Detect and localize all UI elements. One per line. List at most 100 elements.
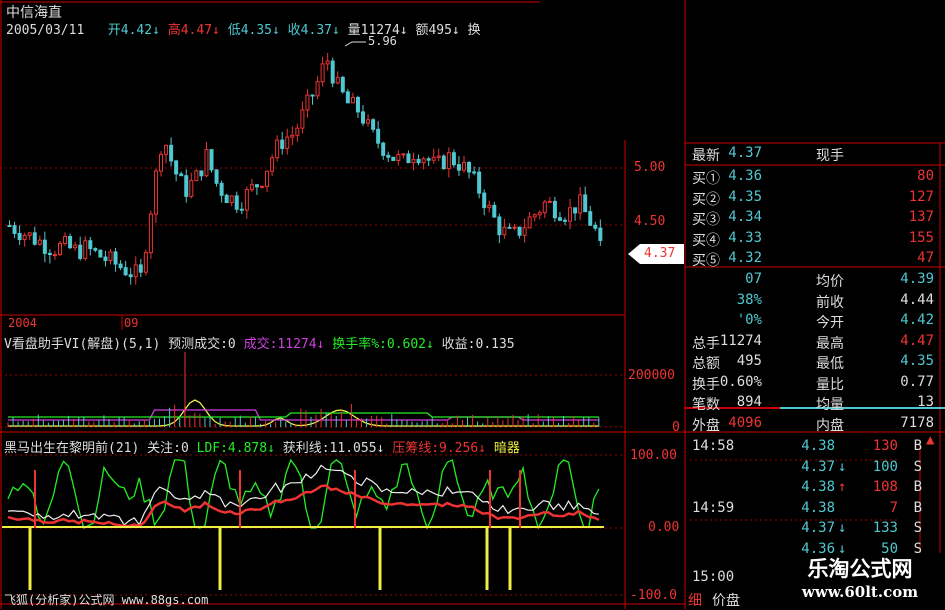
month-label: 09 (124, 316, 139, 330)
candle (78, 244, 83, 259)
turnover: 换 (467, 23, 481, 38)
axis-label: 100.00 (630, 448, 677, 463)
candle (305, 94, 310, 111)
candle (73, 244, 78, 249)
candle (108, 251, 113, 261)
tick-row: 4.37 100 ↓ S (801, 458, 922, 475)
stock-name: 中信海直 (6, 5, 62, 21)
candle (391, 156, 396, 161)
candle (204, 149, 209, 177)
indicator2-header[interactable]: 黑马出生在黎明前(21) 关注:0 LDF:4.878↓ 获利线:11.055↓… (4, 441, 520, 456)
peak-pointer (344, 41, 366, 47)
candle (275, 139, 280, 159)
profit-line (7, 464, 599, 526)
tab-detail[interactable]: 细 (688, 593, 702, 609)
candle (7, 225, 12, 227)
candle (497, 216, 502, 236)
date: 2005/03/11 (6, 23, 85, 38)
current-price-label: 4.37 (644, 246, 676, 261)
candle (361, 111, 365, 124)
candle (431, 156, 436, 161)
stat-row: 换手 0.60% 量比 0.77 (692, 373, 934, 393)
candle (492, 204, 497, 218)
candle (17, 232, 22, 241)
candle (436, 155, 441, 158)
candle (583, 194, 588, 213)
candle (189, 180, 194, 197)
candle (27, 232, 32, 236)
candle (325, 60, 330, 65)
indicator-lines (2, 352, 604, 590)
candle (63, 236, 68, 245)
candle (98, 249, 103, 258)
candle (260, 185, 264, 188)
candle (532, 214, 537, 218)
tick-row: 4.38 108 ↑ B (801, 479, 922, 495)
candle (123, 267, 128, 276)
high: 高4.47 (167, 23, 213, 38)
candle (456, 164, 461, 171)
candle (148, 213, 153, 254)
candle (58, 243, 62, 256)
candle (462, 161, 466, 171)
peak-label: 5.96 (368, 34, 397, 48)
tick-row: 15:00 (692, 569, 735, 585)
volume-ma-purple (8, 409, 599, 421)
candle (467, 161, 472, 173)
footer-watermark: 飞狐(分析家)公式网 www.88gs.com (4, 593, 209, 607)
candle (350, 96, 355, 104)
volume-ma-green (8, 412, 599, 418)
candle (537, 212, 542, 216)
candle (103, 256, 108, 261)
axis-label: -100.0 (630, 588, 677, 603)
candle (472, 171, 477, 174)
candle (88, 240, 93, 250)
axis-label: 0.00 (648, 520, 680, 535)
candle (133, 264, 138, 278)
stat-row: 外盘 4096 内盘 7178 (692, 414, 934, 434)
candle (224, 194, 229, 204)
candle (512, 226, 517, 229)
axis-label: 200000 (628, 368, 675, 383)
candle (568, 207, 573, 222)
candle (229, 195, 234, 204)
candle (320, 63, 325, 83)
tab-price[interactable]: 价盘 (712, 593, 740, 609)
volume-ma-yellow (8, 399, 599, 427)
candle (310, 94, 315, 97)
candle (280, 139, 285, 149)
candle (52, 254, 57, 257)
candle (143, 252, 148, 273)
axis-label: 0 (672, 420, 680, 435)
current-price-marker (628, 244, 684, 264)
candlesticks (7, 41, 603, 285)
candle (265, 170, 270, 187)
stat-row: 总手 11274 最高 4.47 (692, 332, 934, 352)
candle (295, 127, 300, 136)
candle (401, 153, 406, 156)
close: 收4.37 (287, 23, 332, 38)
candle (355, 96, 360, 113)
candle (164, 144, 169, 155)
candle (426, 158, 431, 161)
candle (93, 248, 98, 251)
candle (593, 224, 598, 229)
candle (477, 171, 482, 194)
tick-row: 4.36 50 ↓ S (801, 540, 922, 557)
candle (179, 173, 184, 177)
candle (376, 128, 381, 144)
bid-row: 买① 4.36 80 (692, 168, 934, 187)
candle (542, 201, 547, 214)
candle (345, 91, 350, 104)
candle (340, 76, 345, 93)
candle (169, 144, 174, 162)
candle (502, 226, 507, 236)
indicator1-header[interactable]: V看盘助手VI(解盘)(5,1) 预测成交:0 成交:11274↓ 换手率%:0… (4, 337, 515, 352)
tick-row: 14:59 4.38 7 B (692, 499, 922, 516)
candle (184, 175, 189, 197)
candle (234, 195, 239, 210)
candle (22, 234, 27, 241)
tick-row: 14:58 4.38 130 B (692, 438, 922, 454)
scroll-up-button[interactable]: ▲ (926, 432, 935, 448)
